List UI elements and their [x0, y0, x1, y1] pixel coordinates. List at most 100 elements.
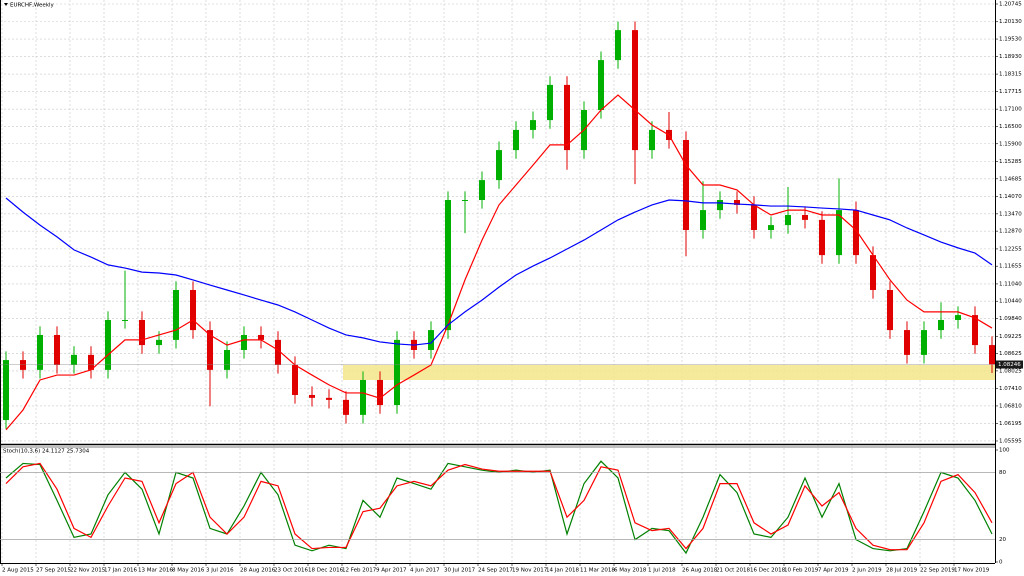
y-tick-label: 1.18930 — [999, 54, 1022, 60]
x-tick-label: 26 Aug 2018 — [682, 568, 718, 574]
candle-body — [649, 129, 655, 151]
x-tick-label: 18 Dec 2016 — [308, 568, 344, 574]
stoch-line — [5, 462, 993, 551]
y-tick-label: 1.12255 — [999, 246, 1022, 252]
x-tick-label: 19 Nov 2017 — [512, 568, 548, 574]
last-price-box — [996, 360, 1023, 369]
candle-body — [802, 214, 808, 220]
x-tick-label: 16 Dec 2018 — [750, 568, 786, 574]
x-tick-label: 21 Oct 2018 — [716, 568, 751, 574]
x-tick-label: 22 Sep 2019 — [920, 568, 955, 574]
y-tick-label: 1.11655 — [999, 264, 1022, 270]
y-tick-label: 1.12870 — [999, 229, 1022, 235]
candle-body — [819, 219, 825, 256]
candle-body — [513, 129, 519, 151]
highlight-zone — [343, 365, 995, 380]
x-tick-label: 11 Mar 2018 — [580, 568, 615, 574]
candle-body — [445, 199, 451, 331]
y-tick-label: 1.08625 — [999, 351, 1022, 357]
last-price-label: 1.08246 — [998, 362, 1021, 368]
x-tick-label: 22 Nov 2015 — [70, 568, 106, 574]
y-tick-label: 1.05595 — [999, 438, 1022, 444]
candle-body — [683, 140, 689, 230]
x-tick-label: 12 Feb 2017 — [342, 568, 377, 574]
x-tick-label: 10 Feb 2019 — [784, 568, 819, 574]
x-tick-label: 3 Jul 2016 — [206, 568, 234, 574]
candle-body — [836, 210, 842, 256]
candle-body — [530, 120, 536, 130]
candle-body — [207, 330, 213, 370]
candle-body — [904, 330, 910, 355]
menu-icon[interactable] — [4, 3, 8, 6]
x-tick-label: 8 May 2016 — [172, 568, 205, 574]
candle-body — [751, 204, 757, 230]
candle-body — [3, 360, 9, 421]
y-tick-label: 1.10440 — [999, 299, 1022, 305]
x-tick-label: 13 Mar 2016 — [138, 568, 173, 574]
candle-body — [360, 379, 366, 415]
candle-body — [921, 330, 927, 355]
candle-body — [717, 199, 723, 211]
candle-body — [972, 315, 978, 346]
x-tick-label: 28 Jul 2019 — [886, 568, 918, 574]
candle-body — [768, 225, 774, 230]
x-tick-label: 4 Jun 2017 — [410, 568, 440, 574]
candle-body — [190, 289, 196, 331]
y-tick-label: 20 — [999, 537, 1006, 543]
candle-body — [734, 199, 740, 205]
candle-body — [462, 199, 468, 201]
x-tick-label: 23 Oct 2016 — [274, 568, 309, 574]
candle-body — [88, 354, 94, 370]
candle-body — [20, 360, 26, 370]
candle-body — [326, 397, 332, 400]
x-tick-label: 1 Jul 2018 — [648, 568, 676, 574]
candle-body — [598, 60, 604, 111]
moving-average — [5, 197, 993, 346]
x-tick-label: 27 Sep 2015 — [36, 568, 71, 574]
candle-body — [224, 349, 230, 370]
moving-average — [5, 94, 993, 431]
x-tick-label: 28 Aug 2016 — [240, 568, 276, 574]
candle-body — [292, 364, 298, 395]
candle-body — [870, 255, 876, 290]
candle-body — [258, 334, 264, 340]
y-tick-label: 1.14685 — [999, 176, 1022, 182]
grid — [0, 0, 995, 563]
candle-body — [887, 289, 893, 331]
y-tick-label: 1.17715 — [999, 89, 1022, 95]
candle-body — [547, 84, 553, 121]
x-tick-label: 17 Jan 2016 — [104, 568, 137, 574]
x-tick-label: 24 Sep 2017 — [478, 568, 513, 574]
y-tick-label: 1.15900 — [999, 141, 1022, 147]
marks — [3, 21, 995, 555]
candle-body — [785, 214, 791, 226]
y-tick-label: 1.14070 — [999, 194, 1022, 200]
candle-body — [105, 319, 111, 370]
candle-body — [173, 289, 179, 340]
x-tick-label: 7 Apr 2019 — [818, 568, 849, 574]
x-tick-label: 2 Jun 2019 — [852, 568, 882, 574]
x-tick-label: 9 Apr 2017 — [376, 568, 407, 574]
x-tick-label: 14 Jan 2018 — [546, 568, 579, 574]
candle-body — [377, 379, 383, 406]
candle-body — [37, 334, 43, 370]
y-tick-label: 1.11040 — [999, 281, 1022, 287]
y-tick-label: 1.17100 — [999, 107, 1022, 113]
x-tick-label: 2 Aug 2015 — [2, 568, 34, 574]
candle-body — [853, 210, 859, 256]
y-tick-label: 1.06810 — [999, 403, 1022, 409]
y-tick-label: 0 — [999, 560, 1003, 566]
y-tick-label: 1.09225 — [999, 334, 1022, 340]
candle-body — [955, 315, 961, 320]
candle-body — [394, 339, 400, 406]
candle-body — [241, 334, 247, 350]
y-tick-label: 100 — [999, 448, 1010, 454]
y-tick-label: 80 — [999, 470, 1006, 476]
y-tick-label: 1.07410 — [999, 386, 1022, 392]
candle-body — [938, 319, 944, 331]
candle-body — [139, 319, 145, 346]
y-tick-label: 1.15285 — [999, 159, 1022, 165]
candle-body — [54, 334, 60, 365]
y-tick-label: 1.19530 — [999, 37, 1022, 43]
